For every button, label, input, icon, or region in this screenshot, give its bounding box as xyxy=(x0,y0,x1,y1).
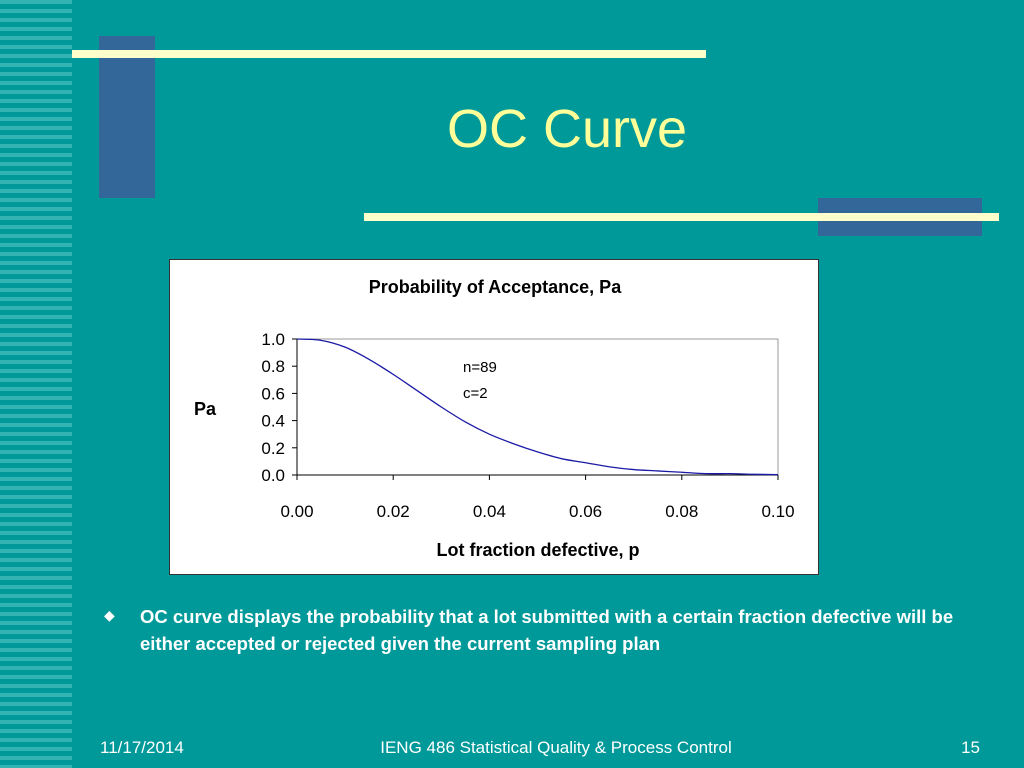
y-tick-label: 0.8 xyxy=(261,357,285,376)
chart-title: Probability of Acceptance, Pa xyxy=(369,277,622,297)
y-axis-label: Pa xyxy=(194,399,217,419)
x-tick-label: 0.10 xyxy=(761,502,794,521)
x-tick-label: 0.04 xyxy=(473,502,506,521)
y-tick-label: 0.2 xyxy=(261,439,285,458)
slide-number: 15 xyxy=(961,738,980,757)
annotation-acceptance-number: c=2 xyxy=(463,385,488,402)
x-tick-label: 0.00 xyxy=(280,502,313,521)
chart-svg: Probability of Acceptance, Pa 0.00.20.40… xyxy=(194,277,795,560)
striped-side-decoration xyxy=(0,0,72,768)
bullet-text: OC curve displays the probability that a… xyxy=(140,606,954,654)
annotation-sample-size: n=89 xyxy=(463,359,497,376)
yellow-accent-bar-bottom xyxy=(364,213,999,221)
x-tick-label: 0.08 xyxy=(665,502,698,521)
oc-curve-line xyxy=(296,338,779,476)
x-tick-label: 0.06 xyxy=(569,502,602,521)
x-axis: 0.00 0.02 0.04 0.06 0.08 0.10 xyxy=(280,474,795,521)
footer-date: 11/17/2014 xyxy=(100,738,184,757)
footer-course-title: IENG 486 Statistical Quality & Process C… xyxy=(380,738,732,757)
x-axis-label: Lot fraction defective, p xyxy=(436,540,639,560)
y-tick-label: 0.6 xyxy=(261,384,285,403)
blue-decor-block-top xyxy=(99,36,155,198)
diamond-bullet-icon: ◆ xyxy=(104,607,115,623)
oc-chart: Probability of Acceptance, Pa 0.0 0.2 0.4 0… xyxy=(169,259,819,575)
y-tick-label: 0.4 xyxy=(261,412,285,431)
y-axis: 0.0 0.2 0.4 0.6 0.8 1.0 xyxy=(261,330,298,485)
y-tick-label: 1.0 xyxy=(261,330,285,349)
x-tick-label: 0.02 xyxy=(377,502,410,521)
y-tick-label: 0.0 xyxy=(261,466,285,485)
slide-title: OC Curve xyxy=(446,99,688,159)
yellow-accent-bar-top xyxy=(72,50,706,58)
